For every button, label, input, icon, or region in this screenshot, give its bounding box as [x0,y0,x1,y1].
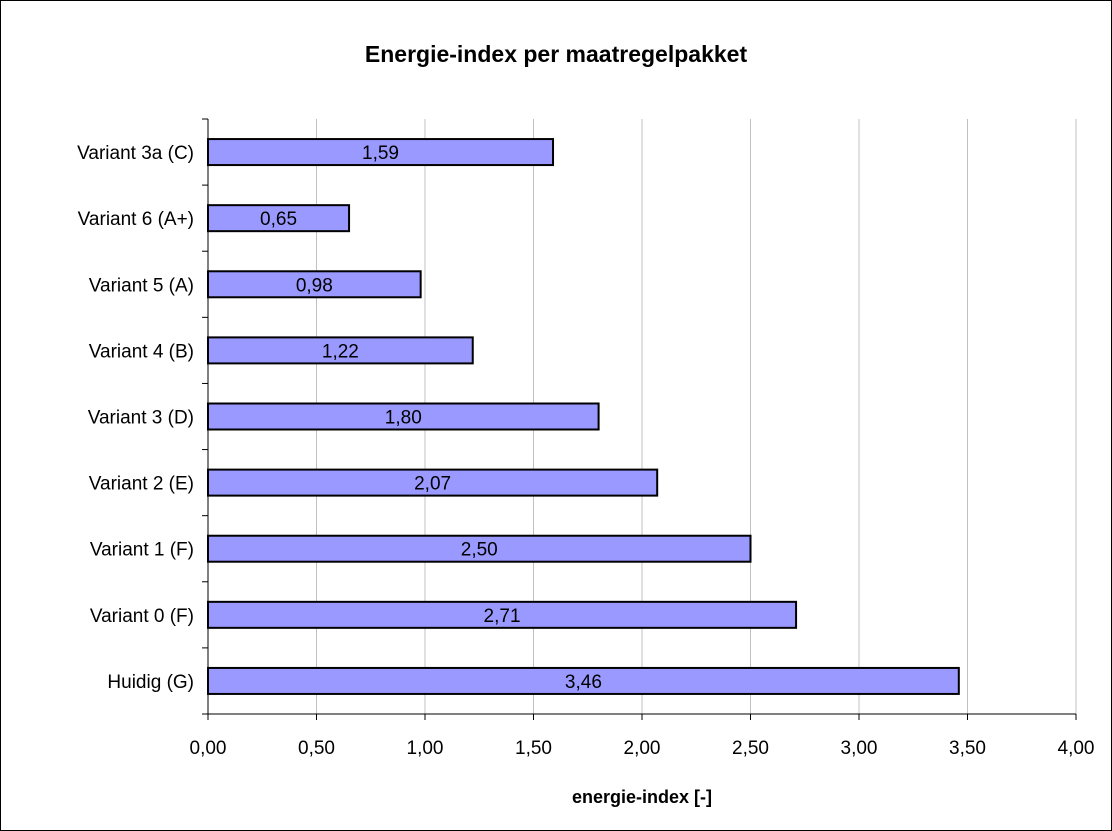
data-label: 1,22 [322,341,359,362]
x-tick-label: 3,50 [949,738,986,759]
x-axis-title: energie-index [-] [572,787,712,807]
bar [207,402,600,431]
category-label: Variant 6 (A+) [78,209,194,230]
data-label: 1,59 [362,143,399,164]
bar [207,600,798,629]
axes [202,118,1077,720]
x-tick-label: 1,50 [515,738,552,759]
labels: 0,00 0,50 1,00 1,50 2,00 2,50 3,00 3,50 4,00 Huid… [77,143,1094,759]
bars [207,138,960,695]
data-label: 0,98 [296,275,333,296]
category-label: Variant 2 (E) [89,474,194,495]
data-label: 0,65 [260,209,297,230]
data-label: 2,71 [484,606,521,627]
category-label: Variant 5 (A) [89,275,194,296]
x-tick-label: 0,50 [298,738,335,759]
category-label: Huidig (G) [107,672,194,693]
x-tick-label: 4,00 [1058,738,1095,759]
x-tick-label: 2,50 [732,738,769,759]
bar [207,336,474,365]
bar [207,138,555,167]
bar [207,468,659,497]
bar [207,270,422,299]
category-label: Variant 3a (C) [77,143,194,164]
x-tick-label: 1,00 [407,738,444,759]
category-label: Variant 4 (B) [89,341,194,362]
bar [207,666,960,695]
data-label: 3,46 [565,672,602,693]
category-label: Variant 1 (F) [90,540,194,561]
x-tick-label: 3,00 [841,738,878,759]
data-label: 1,80 [385,408,422,429]
x-tick-label: 0,00 [190,738,227,759]
data-label: 2,50 [461,540,498,561]
x-tick-label: 2,00 [624,738,661,759]
chart-title: Energie-index per maatregelpakket [364,41,748,67]
data-label: 2,07 [414,474,451,495]
category-label: Variant 0 (F) [90,606,194,627]
category-label: Variant 3 (D) [88,408,194,429]
